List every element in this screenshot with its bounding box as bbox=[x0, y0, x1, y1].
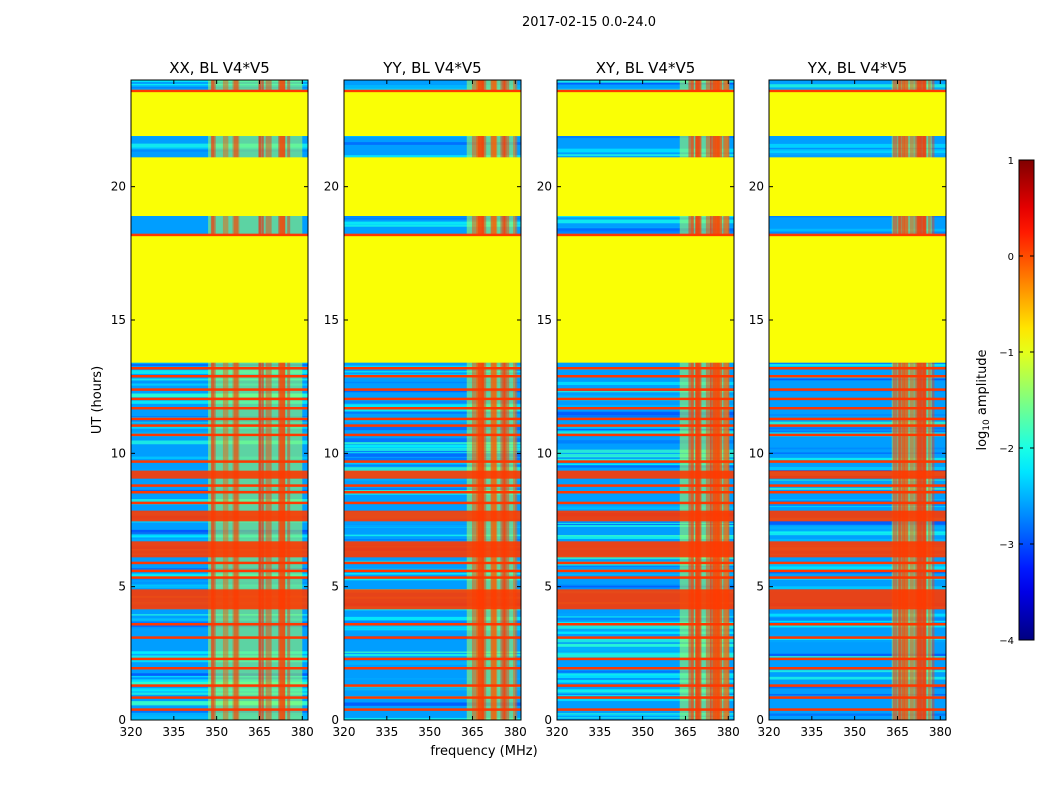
panel-frame bbox=[343, 79, 522, 721]
y-tick-label: 10 bbox=[324, 446, 339, 460]
spectrogram-image bbox=[344, 80, 521, 720]
colorbar-tick-label: 1 bbox=[1008, 156, 1014, 167]
panel-frame bbox=[130, 79, 309, 721]
panel-title: XX, BL V4*V5 bbox=[169, 59, 270, 77]
figure-title: 2017-02-15 0.0-24.0 bbox=[522, 15, 656, 30]
colorbar: 1 0 −1 −2 −3 −4 bbox=[999, 156, 1035, 647]
x-tick-label: 365 bbox=[886, 725, 909, 739]
y-tick-label: 15 bbox=[111, 313, 126, 327]
x-tick-label: 380 bbox=[929, 725, 952, 739]
panel-frame bbox=[768, 79, 947, 721]
y-tick-label: 0 bbox=[756, 713, 764, 727]
x-tick-label: 380 bbox=[717, 725, 740, 739]
x-tick-label: 335 bbox=[162, 725, 185, 739]
y-tick-label: 0 bbox=[331, 713, 339, 727]
y-tick-label: 20 bbox=[111, 180, 126, 194]
y-tick-label: 15 bbox=[324, 313, 339, 327]
y-tick-label: 10 bbox=[111, 446, 126, 460]
y-tick-label: 10 bbox=[749, 446, 764, 460]
y-tick-label: 5 bbox=[756, 580, 764, 594]
spectrogram-image bbox=[557, 80, 734, 720]
x-tick-label: 365 bbox=[674, 725, 697, 739]
x-tick-label: 350 bbox=[843, 725, 866, 739]
y-tick-label: 15 bbox=[749, 313, 764, 327]
x-tick-label: 320 bbox=[333, 725, 356, 739]
y-tick-label: 10 bbox=[537, 446, 552, 460]
x-tick-label: 350 bbox=[631, 725, 654, 739]
panel-title: YX, BL V4*V5 bbox=[807, 59, 908, 77]
spectrogram-image bbox=[131, 80, 308, 720]
x-tick-label: 350 bbox=[418, 725, 441, 739]
colorbar-label-base: 10 bbox=[982, 419, 992, 431]
y-tick-label: 5 bbox=[118, 580, 126, 594]
colorbar-tick-label: 0 bbox=[1008, 252, 1014, 263]
x-tick-label: 380 bbox=[291, 725, 314, 739]
panel-1: XX, BL V4*V5 320 335 350 365 380 0 5 10 15 20 bbox=[111, 59, 314, 739]
panel-title: XY, BL V4*V5 bbox=[596, 59, 696, 77]
colorbar-tick-label: −3 bbox=[999, 540, 1014, 551]
x-tick-label: 380 bbox=[504, 725, 527, 739]
panel-frame bbox=[556, 79, 735, 721]
panel-4: YX, BL V4*V5 320 335 350 365 380 0 5 10 15 20 bbox=[749, 59, 952, 739]
y-tick-label: 20 bbox=[749, 180, 764, 194]
y-tick-label: 0 bbox=[544, 713, 552, 727]
y-tick-label: 20 bbox=[537, 180, 552, 194]
x-tick-label: 335 bbox=[800, 725, 823, 739]
x-tick-label: 320 bbox=[120, 725, 143, 739]
x-tick-label: 335 bbox=[588, 725, 611, 739]
colorbar-tick-label: −4 bbox=[999, 636, 1014, 647]
spectrogram-image bbox=[769, 80, 946, 720]
x-tick-label: 335 bbox=[375, 725, 398, 739]
colorbar-label-log: log bbox=[975, 431, 990, 451]
x-tick-label: 365 bbox=[248, 725, 271, 739]
y-tick-label: 15 bbox=[537, 313, 552, 327]
panel-2: YY, BL V4*V5 320 335 350 365 380 0 5 10 15 20 bbox=[324, 59, 527, 739]
colorbar-gradient bbox=[1018, 159, 1035, 641]
y-tick-label: 20 bbox=[324, 180, 339, 194]
x-tick-label: 320 bbox=[758, 725, 781, 739]
panel-title: YY, BL V4*V5 bbox=[382, 59, 481, 77]
colorbar-tick-label: −1 bbox=[999, 348, 1014, 359]
x-tick-label: 320 bbox=[546, 725, 569, 739]
x-axis-label: frequency (MHz) bbox=[430, 744, 537, 759]
y-tick-label: 5 bbox=[544, 580, 552, 594]
x-tick-label: 365 bbox=[461, 725, 484, 739]
colorbar-tick-label: −2 bbox=[999, 444, 1014, 455]
y-axis-label: UT (hours) bbox=[90, 366, 105, 434]
y-tick-label: 0 bbox=[118, 713, 126, 727]
x-tick-label: 350 bbox=[205, 725, 228, 739]
colorbar-label: log10 amplitude bbox=[975, 349, 992, 450]
panel-3: XY, BL V4*V5 320 335 350 365 380 0 5 10 15 20 bbox=[537, 59, 740, 739]
y-tick-label: 5 bbox=[331, 580, 339, 594]
colorbar-label-rest: amplitude bbox=[975, 349, 990, 419]
